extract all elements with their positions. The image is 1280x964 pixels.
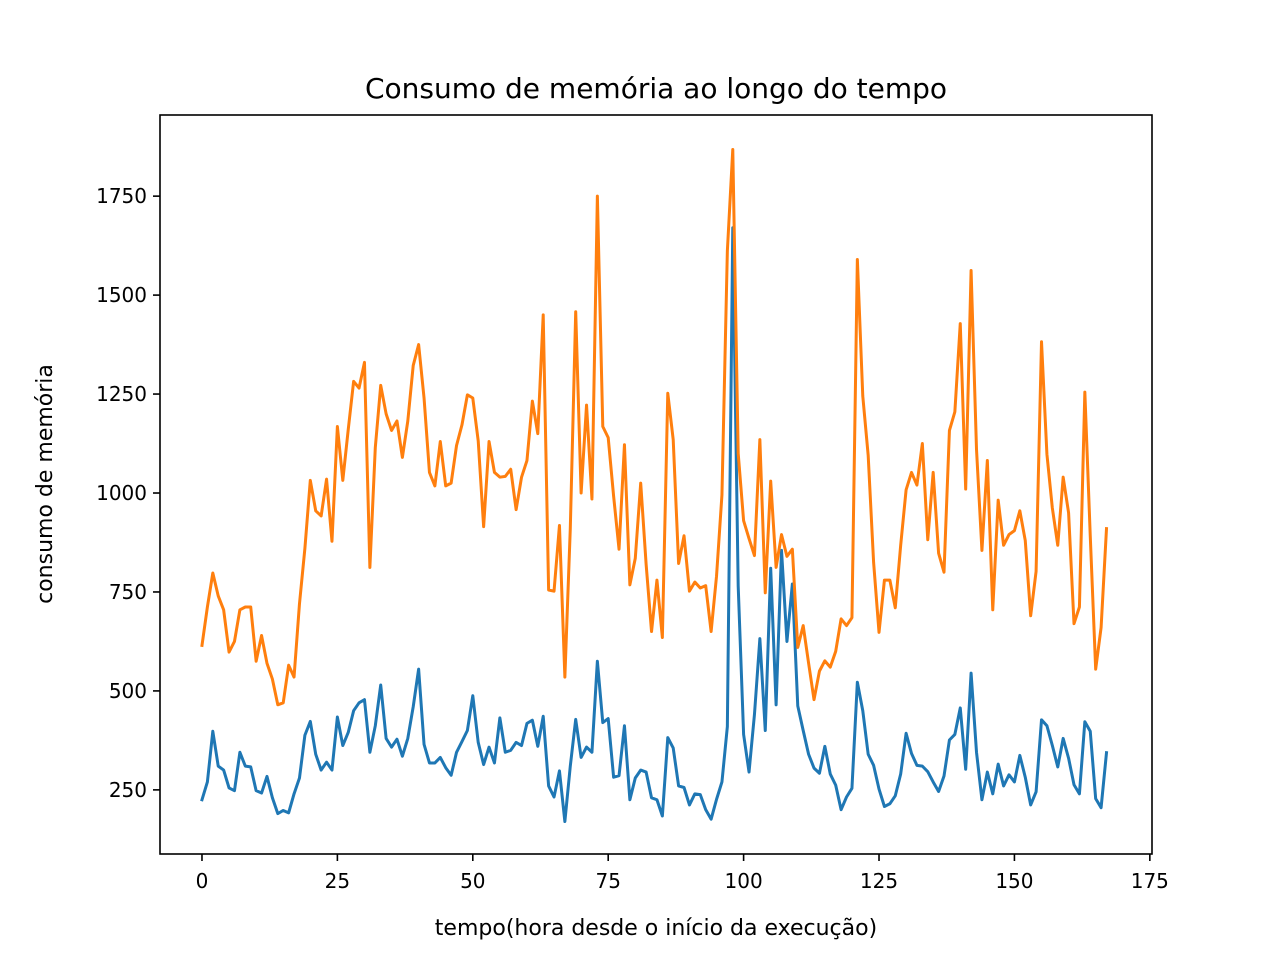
y-tick-label: 1000 (96, 481, 147, 505)
y-tick-label: 1750 (96, 184, 147, 208)
x-tick-label: 175 (1131, 869, 1169, 893)
x-tick-label: 150 (995, 869, 1033, 893)
y-tick-label: 500 (109, 679, 147, 703)
y-tick-label: 750 (109, 580, 147, 604)
x-tick-label: 50 (460, 869, 485, 893)
y-tick-label: 1500 (96, 283, 147, 307)
series-line-2 (200, 147, 1109, 707)
x-tick-label: 0 (196, 869, 209, 893)
x-tick-label: 125 (860, 869, 898, 893)
series-lines (200, 147, 1109, 824)
x-tick-label: 25 (325, 869, 350, 893)
series-line-1 (200, 226, 1109, 824)
chart-title: Consumo de memória ao longo do tempo (365, 72, 947, 105)
y-axis-label: consumo de memória (33, 364, 58, 604)
y-tick-label: 1250 (96, 382, 147, 406)
x-axis-label: tempo(hora desde o início da execução) (435, 916, 877, 941)
x-axis: 0 25 50 75 100 125 150 175 (196, 854, 1169, 893)
y-tick-label: 250 (109, 778, 147, 802)
y-axis: 250 500 750 1000 1250 1500 1750 (96, 184, 160, 802)
x-tick-label: 75 (595, 869, 620, 893)
x-tick-label: 100 (725, 869, 763, 893)
plot-frame (159, 114, 1153, 855)
